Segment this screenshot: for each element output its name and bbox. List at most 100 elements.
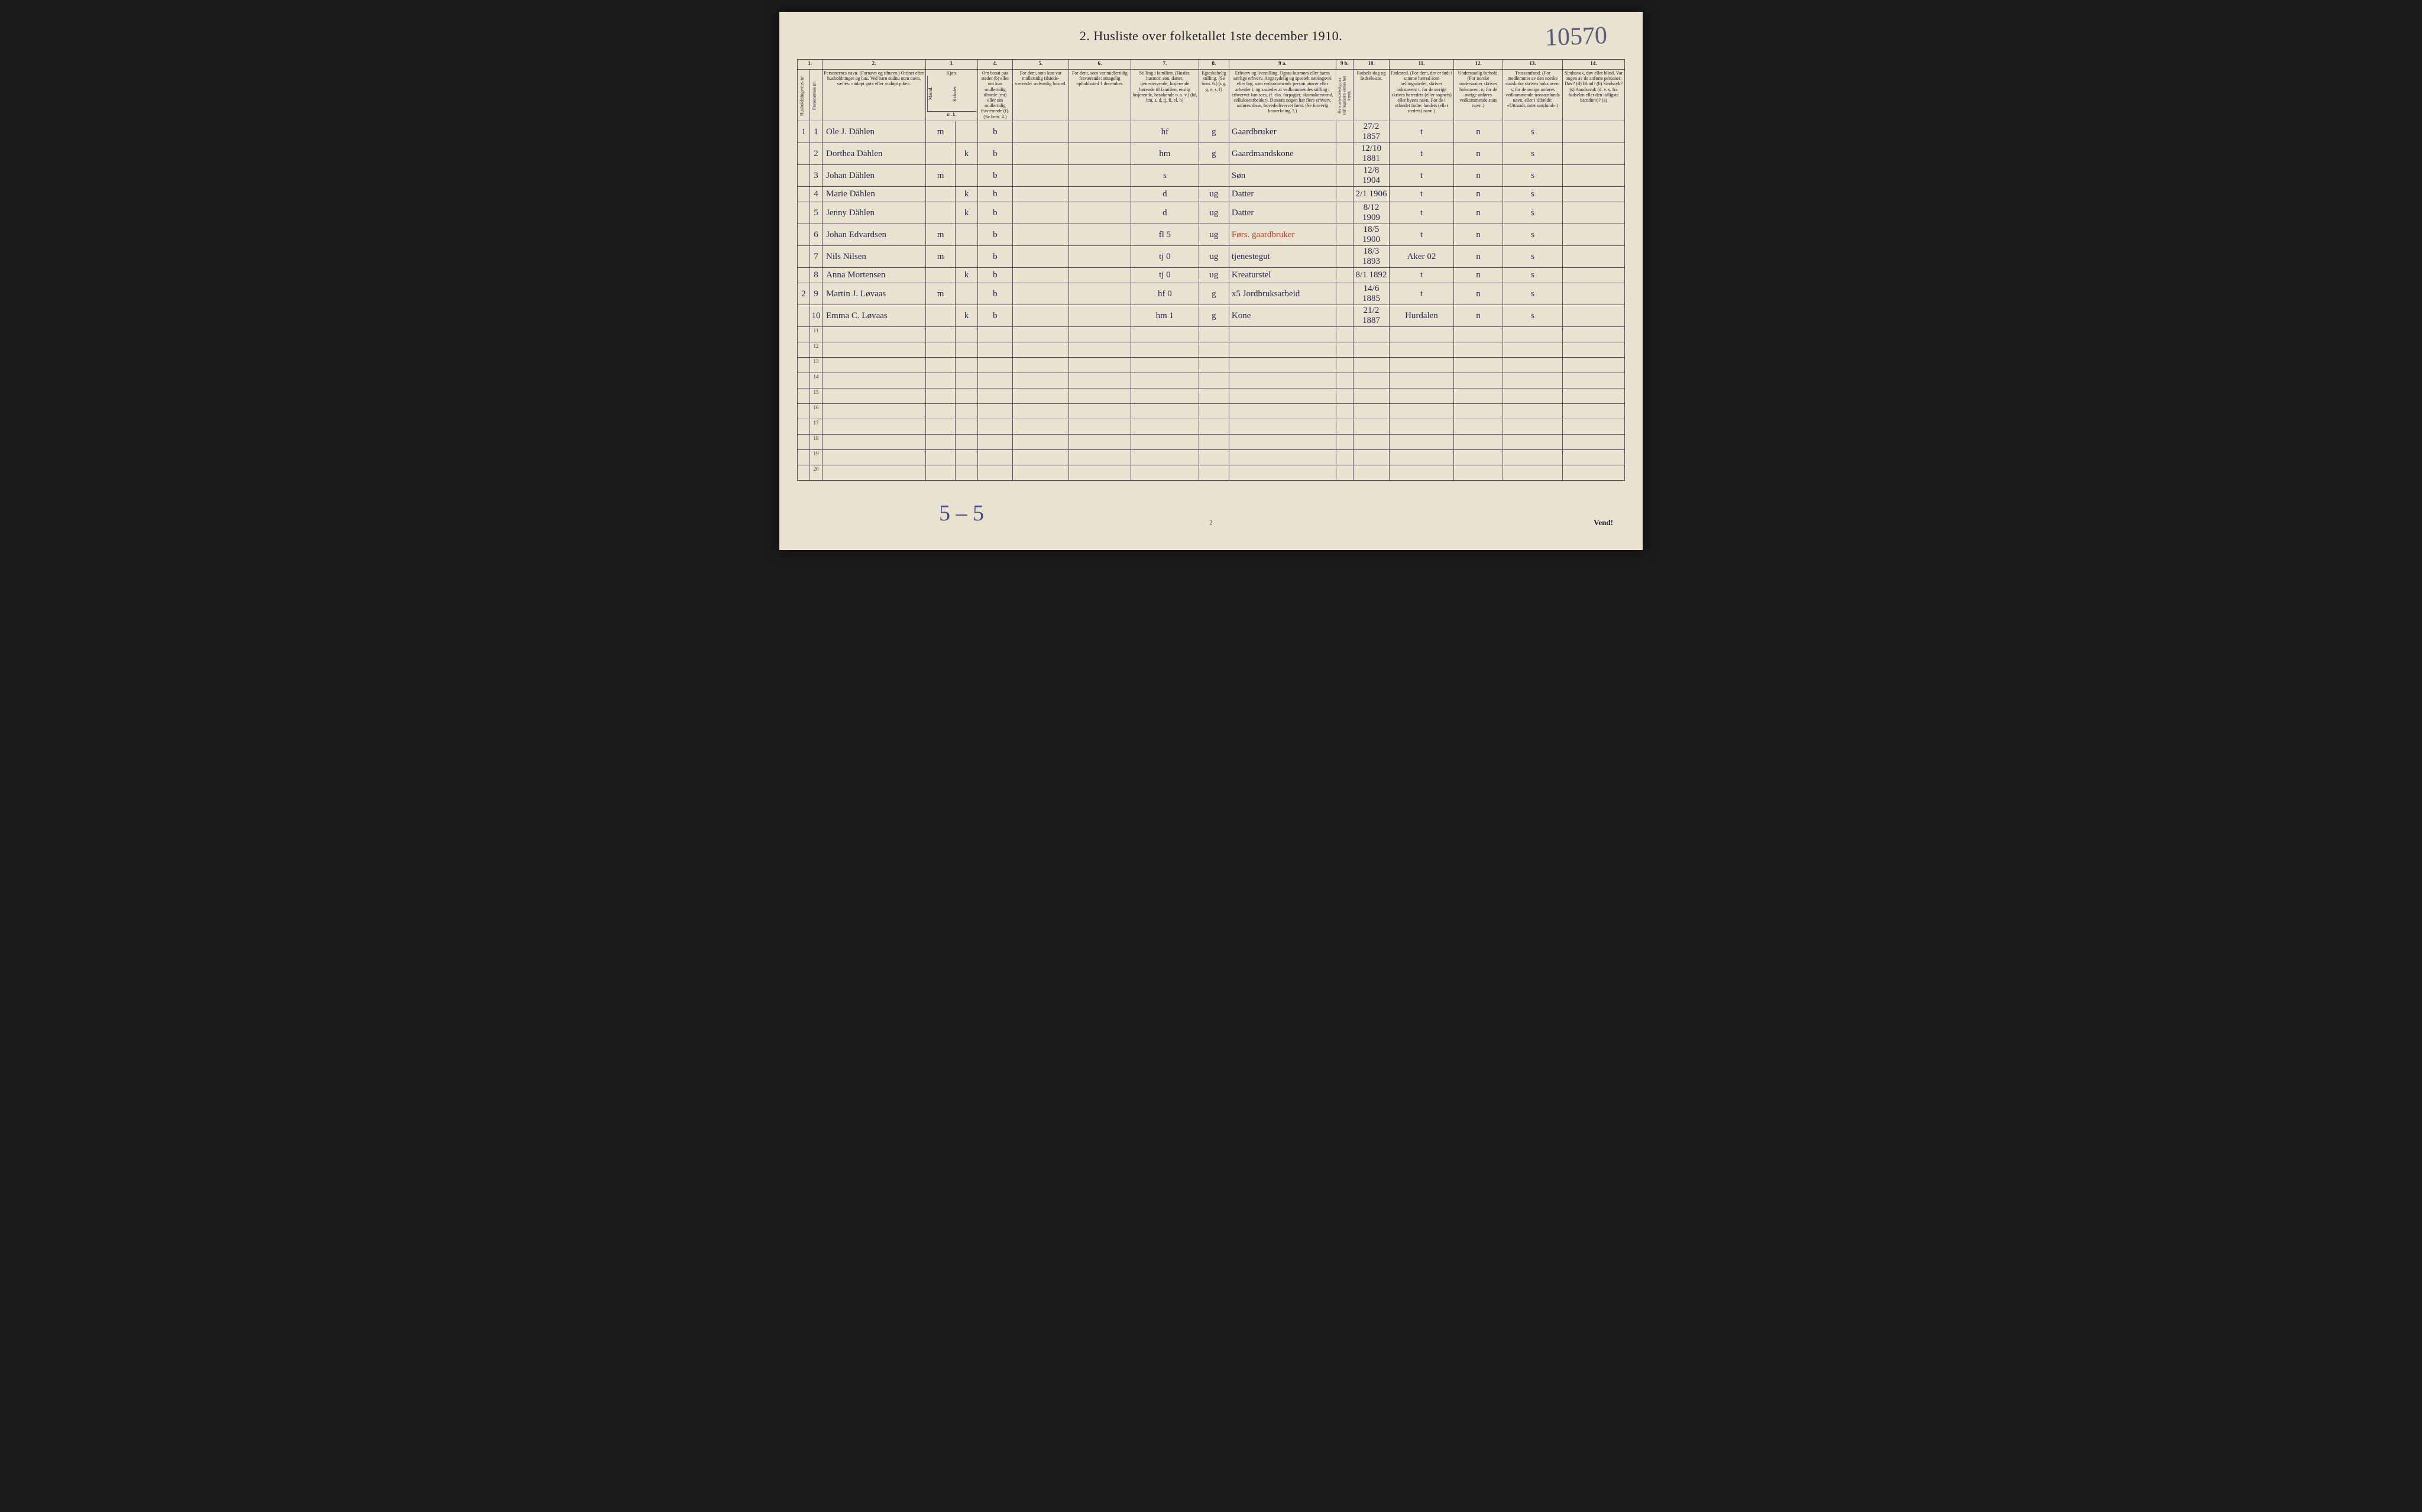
header-sex-k: Kvinder.: [952, 76, 976, 111]
cell-nationality: n: [1454, 143, 1503, 165]
cell-disability: [1563, 187, 1625, 202]
cell-c5: [1012, 202, 1068, 224]
cell-birth: 8/1 1892: [1354, 268, 1390, 283]
cell-marital: ug: [1199, 202, 1229, 224]
header-birthdate: Fødsels-dag og fødsels-aar.: [1354, 70, 1390, 121]
header-residence: Om bosat paa stedet (b) eller om kun mid…: [977, 70, 1012, 121]
cell-marital: ug: [1199, 268, 1229, 283]
cell-c9b: [1336, 143, 1353, 165]
cell-hh: [798, 165, 810, 187]
cell-family: tj 0: [1131, 246, 1199, 268]
cell-sex-m: m: [926, 283, 956, 305]
cell-disability: [1563, 165, 1625, 187]
cell-sex-k: k: [956, 187, 978, 202]
cell-c9b: [1336, 268, 1353, 283]
cell-occupation: tjenestegut: [1229, 246, 1336, 268]
cell-c9b: [1336, 202, 1353, 224]
cell-name: Dorthea Dählen: [823, 143, 926, 165]
header-row: Husholdningernes nr. Personernes nr. Per…: [798, 70, 1625, 121]
cell-family: hm 1: [1131, 305, 1199, 327]
colnum-8: 8.: [1199, 60, 1229, 70]
header-sex-label: Kjøn.: [927, 70, 976, 76]
cell-c6: [1068, 165, 1131, 187]
cell-pn: 19: [810, 450, 823, 465]
cell-name: Johan Dählen: [823, 165, 926, 187]
table-row: 8Anna Mortensenkbtj 0ugKreaturstel8/1 18…: [798, 268, 1625, 283]
cell-nationality: n: [1454, 121, 1503, 143]
cell-marital: [1199, 165, 1229, 187]
cell-pn: 16: [810, 404, 823, 419]
cell-sex-m: [926, 202, 956, 224]
cell-disability: [1563, 305, 1625, 327]
header-marital: Egteskabelig stilling. (Se bem. 6.) (ug,…: [1199, 70, 1229, 121]
header-occupation: Erhverv og livsstilling. Ogsaa husmors e…: [1229, 70, 1336, 121]
cell-pn: 15: [810, 388, 823, 404]
cell-c6: [1068, 305, 1131, 327]
cell-birth: 8/12 1909: [1354, 202, 1390, 224]
cell-religion: s: [1503, 246, 1563, 268]
header-unemployed: Hvis arbeidsledig paa tællingstiden sætt…: [1336, 70, 1353, 121]
cell-disability: [1563, 202, 1625, 224]
cell-pn: 13: [810, 358, 823, 373]
colnum-6: 6.: [1068, 60, 1131, 70]
table-row: 3Johan DählenmbsSøn12/8 1904tns: [798, 165, 1625, 187]
cell-c6: [1068, 202, 1131, 224]
annotation-topright: 10570: [1544, 21, 1608, 52]
cell-sex-m: m: [926, 246, 956, 268]
cell-c6: [1068, 187, 1131, 202]
cell-sex-k: k: [956, 202, 978, 224]
colnum-14: 14.: [1563, 60, 1625, 70]
cell-hh: [798, 246, 810, 268]
cell-birthplace: t: [1390, 202, 1454, 224]
table-row-empty: 18: [798, 435, 1625, 450]
table-row: 4Marie DählenkbdugDatter2/1 1906tns: [798, 187, 1625, 202]
cell-disability: [1563, 121, 1625, 143]
header-pn: Personernes nr.: [810, 70, 823, 121]
cell-birthplace: t: [1390, 224, 1454, 246]
cell-pn: 2: [810, 143, 823, 165]
colnum-13: 13.: [1503, 60, 1563, 70]
cell-birthplace: Hurdalen: [1390, 305, 1454, 327]
cell-c5: [1012, 246, 1068, 268]
table-row: 5Jenny DählenkbdugDatter8/12 1909tns: [798, 202, 1625, 224]
cell-c6: [1068, 283, 1131, 305]
cell-name: Jenny Dählen: [823, 202, 926, 224]
cell-c9b: [1336, 187, 1353, 202]
table-row-empty: 19: [798, 450, 1625, 465]
cell-residence: b: [977, 202, 1012, 224]
page-number: 2: [1210, 520, 1213, 526]
cell-hh: [798, 465, 810, 481]
header-usual-residence: For dem, som kun var midlertidig tilsted…: [1012, 70, 1068, 121]
table-row-empty: 11: [798, 327, 1625, 342]
cell-sex-m: m: [926, 121, 956, 143]
cell-family: tj 0: [1131, 268, 1199, 283]
cell-occupation: Gaardbruker: [1229, 121, 1336, 143]
cell-pn: 1: [810, 121, 823, 143]
cell-birthplace: t: [1390, 187, 1454, 202]
cell-c5: [1012, 165, 1068, 187]
cell-hh: [798, 187, 810, 202]
table-row: 10Emma C. Løvaaskbhm 1gKone21/2 1887Hurd…: [798, 305, 1625, 327]
cell-birthplace: t: [1390, 121, 1454, 143]
cell-family: d: [1131, 202, 1199, 224]
colnum-11: 11.: [1390, 60, 1454, 70]
cell-religion: s: [1503, 121, 1563, 143]
cell-sex-k: [956, 283, 978, 305]
cell-sex-m: m: [926, 165, 956, 187]
cell-hh: 2: [798, 283, 810, 305]
header-religion: Trossamfund. (For medlemmer av den norsk…: [1503, 70, 1563, 121]
cell-hh: [798, 268, 810, 283]
cell-marital: ug: [1199, 246, 1229, 268]
cell-pn: 20: [810, 465, 823, 481]
cell-c5: [1012, 143, 1068, 165]
cell-c6: [1068, 268, 1131, 283]
cell-residence: b: [977, 246, 1012, 268]
cell-pn: 7: [810, 246, 823, 268]
cell-nationality: n: [1454, 283, 1503, 305]
cell-marital: ug: [1199, 224, 1229, 246]
cell-pn: 3: [810, 165, 823, 187]
cell-religion: s: [1503, 143, 1563, 165]
cell-occupation: Førs. gaardbruker: [1229, 224, 1336, 246]
cell-c5: [1012, 121, 1068, 143]
header-family-position: Stilling i familien. (Husfar, husmor, sø…: [1131, 70, 1199, 121]
